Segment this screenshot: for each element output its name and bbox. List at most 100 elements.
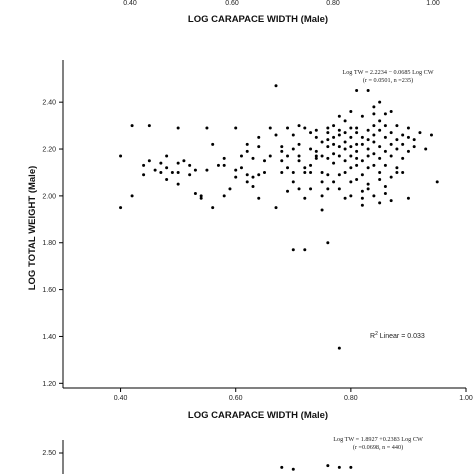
data-point (372, 163, 376, 167)
data-point (332, 152, 336, 156)
main-y-tick-2: 1.60 (42, 287, 56, 294)
data-point (366, 166, 370, 170)
data-point (343, 147, 347, 151)
data-point (360, 135, 364, 139)
data-point (286, 126, 290, 130)
data-point (159, 170, 163, 174)
top-x-axis-label: LOG CARAPACE WIDTH (Male) (188, 14, 328, 25)
data-point (378, 145, 382, 149)
data-point (360, 159, 364, 163)
data-point (274, 133, 278, 137)
data-point (153, 168, 157, 172)
main-equation: Log TW = 2.2234 − 0.0685 Log CW (342, 69, 433, 76)
top-x-tick-2: 0.80 (326, 0, 340, 7)
data-point (291, 180, 295, 184)
data-point (326, 187, 330, 191)
data-point (297, 159, 301, 163)
data-point (314, 156, 318, 160)
data-point (309, 170, 313, 174)
data-point (337, 346, 341, 350)
data-point (395, 124, 399, 128)
main-y-ticks: 1.20 1.40 1.60 1.80 2.00 2.20 2.40 (42, 100, 63, 388)
data-point (119, 206, 123, 210)
data-point (389, 199, 393, 203)
bottom-data-point (349, 465, 353, 469)
data-point (372, 133, 376, 137)
data-point (418, 131, 422, 135)
data-point (360, 196, 364, 200)
bottom-points (280, 464, 353, 471)
data-point (176, 170, 180, 174)
data-point (188, 163, 192, 167)
data-point (147, 124, 151, 128)
data-point (332, 124, 336, 128)
data-point (320, 194, 324, 198)
data-point (372, 112, 376, 116)
data-point (251, 156, 255, 160)
data-point (257, 135, 261, 139)
bottom-data-point (326, 464, 330, 468)
data-point (320, 154, 324, 158)
main-y-tick-4: 2.00 (42, 193, 56, 200)
data-point (349, 126, 353, 130)
bottom-data-point (280, 465, 284, 469)
data-point (309, 131, 313, 135)
data-point (389, 142, 393, 146)
data-point (332, 180, 336, 184)
bottom-data-point (337, 465, 341, 469)
data-point (291, 147, 295, 151)
data-point (326, 156, 330, 160)
data-point (257, 145, 261, 149)
data-point (412, 145, 416, 149)
data-point (372, 140, 376, 144)
data-point (303, 248, 307, 252)
data-point (263, 159, 266, 163)
data-point (366, 182, 370, 186)
data-point (343, 131, 347, 135)
bottom-equation: Log TW = 1.8927 +0.2383 Log CW (333, 436, 423, 443)
data-point (245, 149, 249, 153)
data-point (176, 126, 180, 130)
data-point (366, 88, 370, 92)
data-point (280, 170, 284, 174)
data-point (297, 187, 301, 191)
data-point (343, 196, 347, 200)
data-point (142, 163, 146, 167)
data-point (366, 187, 370, 191)
data-point (239, 166, 243, 170)
data-point (366, 154, 370, 158)
data-point (263, 170, 266, 174)
data-point (130, 194, 134, 198)
data-point (193, 168, 197, 172)
data-point (435, 180, 439, 184)
data-point (406, 149, 410, 153)
data-point (280, 149, 284, 153)
data-point (349, 135, 353, 139)
data-point (182, 159, 186, 163)
data-point (366, 128, 370, 132)
data-point (274, 84, 278, 88)
data-point (401, 133, 405, 137)
data-point (228, 187, 232, 191)
data-point (326, 241, 330, 245)
data-point (205, 126, 209, 130)
data-point (234, 175, 238, 179)
data-point (372, 152, 376, 156)
data-point (142, 173, 146, 177)
data-point (130, 124, 134, 128)
main-y-tick-5: 2.20 (42, 147, 56, 154)
top-x-tick-0: 0.40 (123, 0, 137, 7)
data-point (355, 126, 359, 130)
bottom-y-tick-0: 2.50 (42, 450, 56, 457)
data-point (286, 189, 290, 193)
data-point (268, 154, 272, 158)
main-y-tick-0: 1.20 (42, 381, 56, 388)
data-point (389, 110, 393, 114)
data-point (211, 142, 215, 146)
data-point (320, 180, 324, 184)
data-point (297, 154, 301, 158)
main-x-tick-2: 0.80 (344, 395, 358, 402)
data-point (378, 170, 382, 174)
data-point (286, 166, 290, 170)
data-point (406, 126, 410, 130)
